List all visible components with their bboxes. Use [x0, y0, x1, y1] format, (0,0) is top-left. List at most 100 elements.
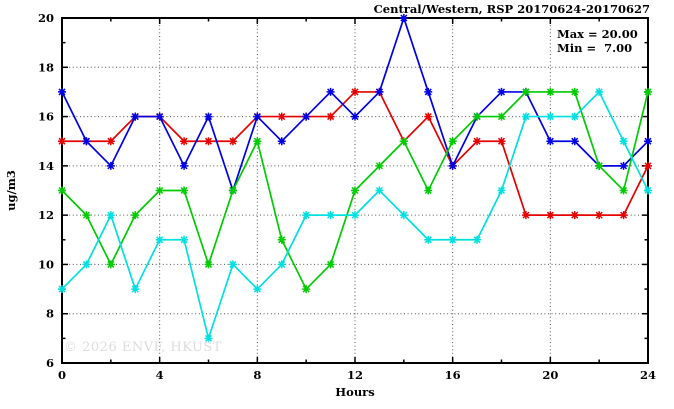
- marker-blue: [399, 14, 408, 22]
- marker-green: [155, 186, 164, 195]
- y-tick-label: 14: [38, 159, 54, 173]
- marker-blue: [180, 161, 189, 170]
- marker-red: [473, 137, 482, 146]
- marker-green: [448, 137, 457, 146]
- marker-cyan: [228, 260, 237, 269]
- marker-green: [619, 186, 628, 195]
- marker-green: [302, 285, 311, 294]
- marker-cyan: [497, 186, 506, 195]
- marker-green: [375, 161, 384, 170]
- marker-green: [277, 235, 286, 244]
- marker-red: [180, 137, 189, 146]
- marker-blue: [82, 137, 91, 146]
- marker-cyan: [106, 211, 115, 220]
- x-tick-label: 4: [156, 368, 164, 382]
- marker-green: [497, 112, 506, 121]
- marker-green: [644, 87, 652, 96]
- y-tick-label: 10: [38, 257, 54, 271]
- marker-blue: [546, 137, 555, 146]
- marker-cyan: [131, 285, 140, 294]
- marker-red: [228, 137, 237, 146]
- x-tick-label: 12: [347, 368, 363, 382]
- y-tick-label: 8: [46, 307, 54, 321]
- marker-green: [131, 211, 140, 220]
- marker-green: [204, 260, 213, 269]
- marker-red: [326, 112, 335, 121]
- marker-cyan: [351, 211, 359, 220]
- marker-blue: [619, 161, 628, 170]
- marker-green: [595, 161, 604, 170]
- marker-cyan: [58, 285, 66, 294]
- y-tick-label: 18: [38, 60, 54, 74]
- y-tick-label: 16: [38, 110, 54, 124]
- x-tick-label: 16: [445, 368, 461, 382]
- marker-green: [228, 186, 237, 195]
- marker-blue: [58, 87, 66, 96]
- marker-red: [424, 112, 433, 121]
- max-min-annotation: Max = 20.00 Min = 7.00: [557, 27, 638, 55]
- marker-blue: [155, 112, 164, 121]
- marker-cyan: [302, 211, 311, 220]
- marker-cyan: [521, 112, 530, 121]
- x-tick-label: 0: [58, 368, 66, 382]
- marker-cyan: [595, 87, 604, 96]
- marker-blue: [204, 112, 213, 121]
- x-tick-label: 20: [542, 368, 558, 382]
- marker-green: [399, 137, 408, 146]
- marker-blue: [570, 137, 579, 146]
- marker-blue: [277, 137, 286, 146]
- marker-blue: [351, 112, 359, 121]
- marker-cyan: [375, 186, 384, 195]
- y-axis-label: ug/m3: [4, 170, 18, 211]
- max-label: Max = 20.00: [557, 27, 638, 41]
- marker-blue: [106, 161, 115, 170]
- marker-red: [106, 137, 115, 146]
- marker-red: [644, 161, 652, 170]
- x-tick-label: 8: [253, 368, 261, 382]
- marker-cyan: [155, 235, 164, 244]
- marker-red: [570, 211, 579, 220]
- series-line-red: [62, 91, 649, 216]
- marker-cyan: [619, 137, 628, 146]
- marker-red: [497, 137, 506, 146]
- marker-cyan: [644, 186, 652, 195]
- marker-cyan: [399, 211, 408, 220]
- marker-green: [58, 186, 66, 195]
- marker-red: [595, 211, 604, 220]
- marker-blue: [497, 87, 506, 96]
- marker-cyan: [473, 235, 482, 244]
- marker-green: [570, 87, 579, 96]
- marker-green: [106, 260, 115, 269]
- marker-cyan: [570, 112, 579, 121]
- marker-red: [351, 87, 359, 96]
- marker-cyan: [424, 235, 433, 244]
- marker-blue: [302, 112, 311, 121]
- marker-green: [253, 137, 262, 146]
- marker-red: [619, 211, 628, 220]
- marker-cyan: [253, 285, 262, 294]
- marker-blue: [131, 112, 140, 121]
- marker-cyan: [326, 211, 335, 220]
- y-tick-label: 20: [38, 11, 54, 25]
- y-tick-label: 6: [46, 356, 54, 370]
- marker-blue: [253, 112, 262, 121]
- marker-cyan: [82, 260, 91, 269]
- chart-title: Central/Western, RSP 20170624-20170627: [373, 2, 650, 16]
- marker-green: [82, 211, 91, 220]
- marker-cyan: [277, 260, 286, 269]
- marker-blue: [424, 87, 433, 96]
- marker-red: [204, 137, 213, 146]
- watermark: © 2026 ENVF, HKUST: [64, 340, 222, 355]
- marker-red: [521, 211, 530, 220]
- marker-green: [326, 260, 335, 269]
- marker-blue: [326, 87, 335, 96]
- marker-red: [546, 211, 555, 220]
- marker-green: [351, 186, 359, 195]
- marker-blue: [448, 161, 457, 170]
- marker-red: [58, 137, 66, 146]
- x-tick-label: 24: [640, 368, 656, 382]
- marker-cyan: [180, 235, 189, 244]
- marker-cyan: [546, 112, 555, 121]
- marker-cyan: [204, 334, 213, 343]
